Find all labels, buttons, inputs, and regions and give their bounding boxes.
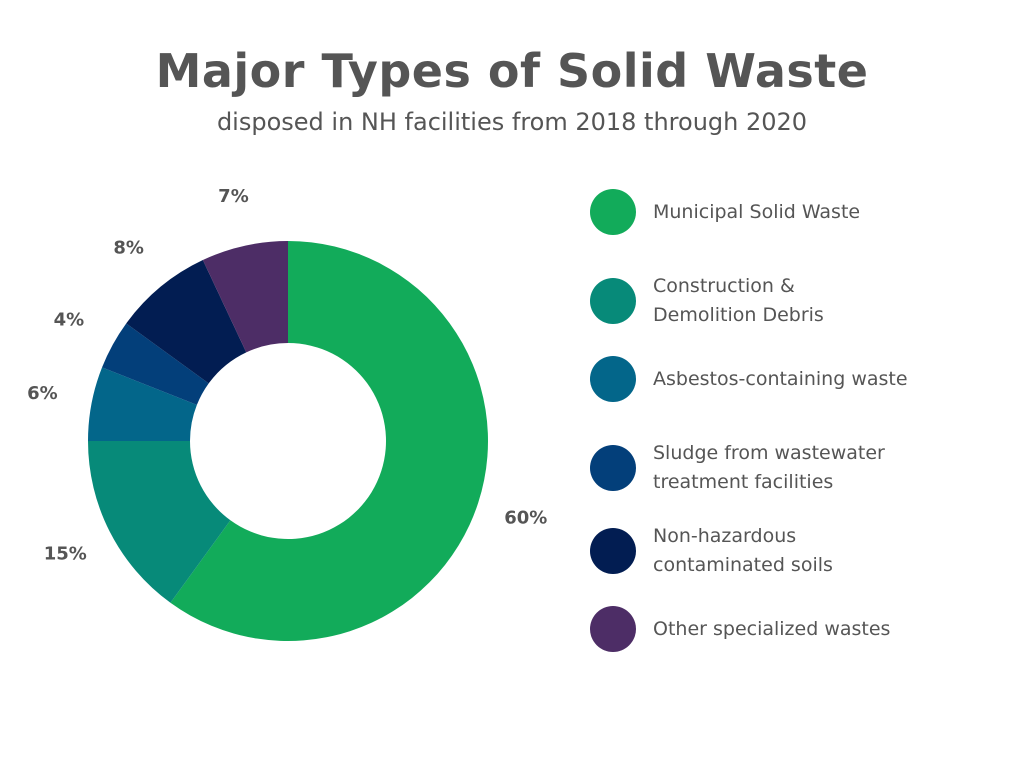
legend-label: Construction & Demolition Debris [653,275,824,326]
legend-swatch [590,356,636,402]
data-label-non-hazardous-contaminated-soils: 8% [113,237,144,258]
slice-sludge-from-wastewater-treatment-facilities [102,323,209,405]
legend-item-asbestos-containing-waste: Asbestos-containing waste [590,356,1010,402]
legend-swatch [590,278,636,324]
legend-label: Other specialized wastes [653,617,891,640]
legend-label: Sludge from wastewater treatment facilit… [653,442,885,493]
slice-construction-demolition-debris [88,441,231,603]
legend-label: Asbestos-containing waste [653,367,908,390]
slice-asbestos-containing-waste [88,367,197,441]
legend-label: Municipal Solid Waste [653,200,861,223]
legend-swatch [590,606,636,652]
data-label-construction-demolition-debris: 15% [44,543,87,564]
data-label-other-specialized-wastes: 7% [218,186,249,207]
data-label-sludge-from-wastewater-treatment-facilities: 4% [54,310,85,331]
legend-item-non-hazardous-contaminated-soils: Non-hazardous contaminated soils [590,522,1010,580]
chart-title: Major Types of Solid Waste [155,44,869,98]
slice-non-hazardous-contaminated-soils [126,260,247,384]
legend-swatch [590,189,636,235]
data-label-municipal-solid-waste: 60% [504,507,547,528]
legend-item-construction-demolition-debris: Construction & Demolition Debris [590,272,1010,330]
legend-item-other-specialized-wastes: Other specialized wastes [590,606,1010,652]
legend-item-municipal-solid-waste: Municipal Solid Waste [590,189,1010,235]
slice-other-specialized-wastes [202,241,288,353]
legend-item-sludge: Sludge from wastewater treatment facilit… [590,439,1010,497]
slice-municipal-solid-waste [170,241,489,642]
legend-swatch [590,445,636,491]
legend-swatch [590,528,636,574]
data-label-asbestos-containing-waste: 6% [27,383,58,404]
chart-subtitle: disposed in NH facilities from 2018 thro… [216,108,808,136]
legend-label: Non-hazardous contaminated soils [653,525,833,576]
